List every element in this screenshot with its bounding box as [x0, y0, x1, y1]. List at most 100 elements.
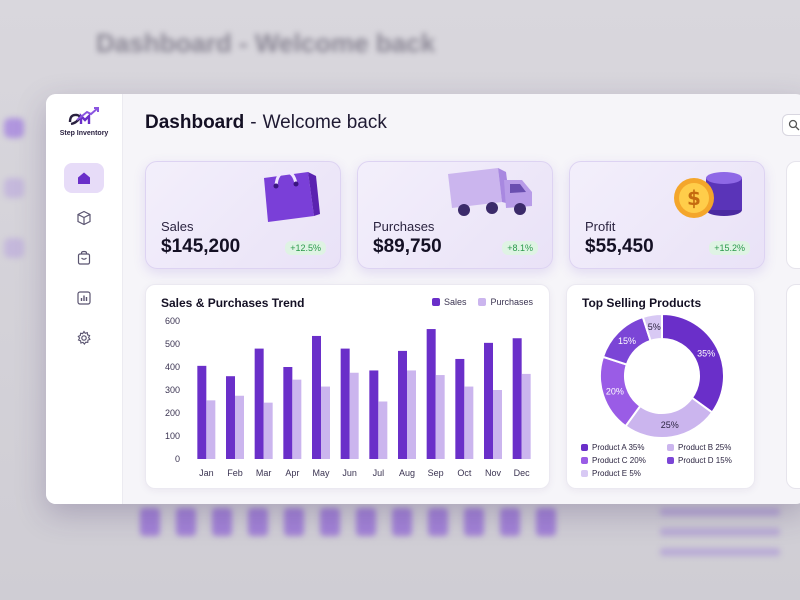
- main-content: Dashboard - Welcome back Sales $145,200 …: [123, 94, 800, 504]
- y-tick-label: 100: [165, 431, 180, 441]
- sidebar-item-reports[interactable]: [64, 283, 104, 313]
- bar-sales[interactable]: [426, 329, 436, 459]
- bar-purchases[interactable]: [407, 370, 416, 459]
- stat-value: $89,750: [373, 236, 442, 257]
- sales-card[interactable]: Sales $145,200 +12.5%: [145, 161, 341, 269]
- gear-icon: [77, 330, 91, 346]
- slice-label: 20%: [606, 386, 624, 396]
- donut-slice-product-e[interactable]: [641, 313, 663, 343]
- bar-sales[interactable]: [369, 370, 379, 459]
- background-sidebar: [0, 110, 36, 350]
- app-window: Step Inventory Dashboard - Welcome back: [46, 94, 800, 504]
- bar-sales[interactable]: [398, 350, 407, 459]
- top-products-panel: Top Selling Products 35% 25% 20% 15% 5% Prod…: [566, 284, 755, 489]
- bar-sales[interactable]: [455, 358, 465, 459]
- page-subtitle: Welcome back: [262, 112, 387, 133]
- legend-item-product-b[interactable]: Product B 25%: [667, 443, 753, 452]
- y-tick-label: 500: [165, 339, 180, 349]
- sidebar-item-inventory[interactable]: [64, 203, 104, 233]
- bar-sales[interactable]: [312, 335, 321, 459]
- change-badge: +8.1%: [502, 241, 538, 255]
- legend-label: Product B 25%: [678, 443, 732, 452]
- x-tick-label: Dec: [514, 468, 531, 478]
- y-tick-label: 300: [165, 385, 180, 395]
- bar-purchases[interactable]: [349, 372, 359, 459]
- legend-label: Purchases: [490, 297, 533, 307]
- trend-title: Sales & Purchases Trend: [161, 296, 305, 310]
- chart-icon: [77, 291, 91, 305]
- x-tick-label: Nov: [485, 468, 502, 478]
- bar-purchases[interactable]: [263, 402, 273, 459]
- legend-swatch: [667, 457, 674, 464]
- legend-item-purchases[interactable]: Purchases: [478, 297, 533, 307]
- y-tick-label: 0: [175, 454, 180, 464]
- bar-purchases[interactable]: [464, 386, 474, 459]
- donut-chart: 35% 25% 20% 15% 5%: [599, 313, 725, 439]
- bar-purchases[interactable]: [321, 386, 330, 459]
- coins-icon: $: [674, 172, 742, 218]
- stat-cards: Sales $145,200 +12.5% Purchases $89,750 …: [145, 161, 765, 269]
- x-tick-label: Jul: [373, 468, 385, 478]
- sidebar: Step Inventory: [46, 94, 123, 504]
- app-logo[interactable]: Step Inventory: [60, 106, 108, 137]
- slice-label: 35%: [697, 349, 715, 359]
- bar-purchases[interactable]: [493, 390, 502, 459]
- page-separator: -: [250, 112, 257, 133]
- legend-item-product-a[interactable]: Product A 35%: [581, 443, 667, 452]
- legend-swatch: [581, 457, 588, 464]
- search-input[interactable]: [782, 114, 800, 136]
- bar-sales[interactable]: [484, 342, 493, 459]
- slice-label: 5%: [648, 322, 661, 332]
- x-tick-label: Oct: [457, 468, 472, 478]
- bar-sales[interactable]: [226, 376, 235, 459]
- bag-icon: [77, 250, 91, 265]
- legend-item-product-e[interactable]: Product E 5%: [581, 469, 667, 478]
- bar-purchases[interactable]: [206, 400, 216, 459]
- trend-chart: 0 100 200 300 400 500 600 Jan Feb Mar Apr May Jun Jul…: [165, 316, 531, 478]
- stat-label: Sales: [161, 219, 194, 234]
- offscreen-panel: [786, 284, 800, 489]
- sidebar-item-orders[interactable]: [64, 243, 104, 273]
- y-tick-label: 600: [165, 316, 180, 326]
- bar-purchases[interactable]: [521, 373, 531, 459]
- slice-label: 25%: [661, 420, 679, 430]
- stat-value: $145,200: [161, 236, 241, 257]
- shopping-bag-icon: [264, 170, 320, 222]
- bar-sales[interactable]: [254, 348, 264, 459]
- stat-label: Profit: [585, 219, 616, 234]
- bar-sales[interactable]: [512, 338, 522, 459]
- background-bars: [140, 508, 556, 536]
- bar-purchases[interactable]: [378, 401, 388, 460]
- top-products-title: Top Selling Products: [582, 296, 702, 310]
- legend-item-sales[interactable]: Sales: [431, 297, 467, 307]
- x-tick-label: Feb: [227, 468, 243, 478]
- bar-sales[interactable]: [283, 367, 293, 459]
- delivery-truck-icon: [448, 168, 532, 216]
- legend-item-product-d[interactable]: Product D 15%: [667, 456, 753, 465]
- sidebar-item-home[interactable]: [64, 163, 104, 193]
- x-tick-label: Jan: [199, 468, 214, 478]
- bar-sales[interactable]: [340, 348, 350, 459]
- sidebar-item-settings[interactable]: [64, 323, 104, 353]
- search-icon: [788, 119, 800, 131]
- profit-card[interactable]: $ Profit $55,450 +15.2%: [569, 161, 765, 269]
- slice-label: 15%: [618, 336, 636, 346]
- bar-purchases[interactable]: [435, 375, 445, 459]
- offscreen-card: [786, 161, 800, 269]
- box-icon: [77, 210, 91, 226]
- change-badge: +15.2%: [709, 241, 750, 255]
- trend-legend: Sales Purchases: [431, 297, 533, 307]
- page-header: Dashboard - Welcome back: [145, 112, 800, 138]
- legend-item-product-c[interactable]: Product C 20%: [581, 456, 667, 465]
- legend-label: Sales: [443, 297, 467, 307]
- legend-label: Product E 5%: [592, 469, 641, 478]
- bar-purchases[interactable]: [235, 395, 244, 459]
- bar-sales[interactable]: [197, 365, 207, 459]
- x-tick-label: May: [312, 468, 330, 478]
- bar-purchases[interactable]: [292, 379, 302, 459]
- change-badge: +12.5%: [285, 241, 326, 255]
- purchases-card[interactable]: Purchases $89,750 +8.1%: [357, 161, 553, 269]
- legend-label: Product D 15%: [678, 456, 732, 465]
- sales-trend-panel: Sales & Purchases Trend Sales Purchases …: [145, 284, 550, 489]
